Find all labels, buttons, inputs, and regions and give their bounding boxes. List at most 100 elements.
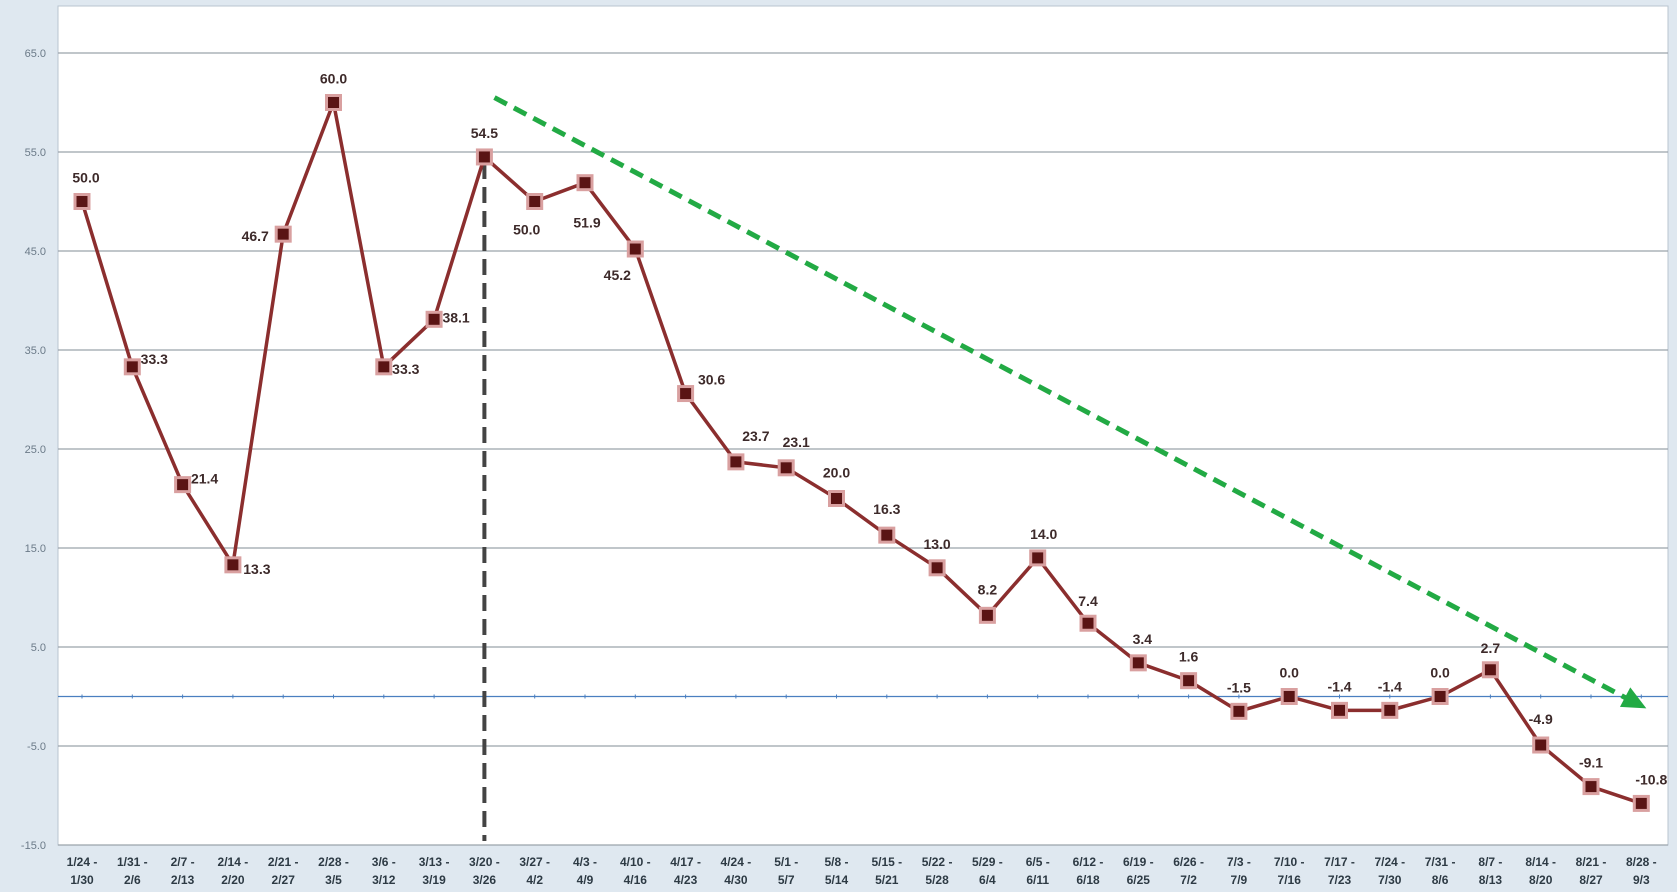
data-label: 60.0 (320, 71, 347, 87)
data-label: 46.7 (242, 228, 269, 244)
x-tick-label: 2/7 - (171, 855, 195, 869)
x-tick-label: 3/13 - (419, 855, 450, 869)
x-tick-label: 2/14 - (218, 855, 249, 869)
x-tick-label: 7/3 - (1227, 855, 1251, 869)
data-point (526, 193, 544, 210)
data-label: 21.4 (191, 471, 218, 487)
x-tick-label: 6/19 - (1123, 855, 1154, 869)
x-tick-label: 5/21 (875, 873, 899, 887)
y-tick-label: 65.0 (25, 48, 46, 60)
data-label: 54.5 (471, 125, 498, 141)
data-point (1381, 701, 1399, 719)
x-tick-label: 7/2 (1180, 873, 1197, 887)
x-tick-label: 2/13 (171, 873, 195, 887)
data-point (1029, 549, 1047, 567)
data-point (1632, 794, 1650, 812)
x-tick-label: 5/15 - (871, 855, 902, 869)
x-tick-label: 2/6 (124, 873, 141, 887)
x-tick-label: 3/20 - (469, 855, 500, 869)
x-tick-label: 3/5 (325, 873, 342, 887)
data-point (626, 240, 644, 258)
x-tick-label: 2/21 - (268, 855, 299, 869)
x-tick-label: 6/11 (1026, 873, 1049, 887)
data-point (978, 606, 996, 624)
y-tick-label: 55.0 (25, 147, 46, 159)
data-point (1079, 614, 1097, 632)
data-point (576, 174, 594, 192)
x-tick-label: 8/20 (1529, 873, 1553, 887)
x-tick-label: 8/13 (1479, 873, 1503, 887)
x-tick-label: 3/19 (422, 873, 446, 887)
x-tick-label: 4/9 (577, 873, 594, 887)
x-tick-label: 6/12 - (1073, 855, 1104, 869)
y-tick-label: -5.0 (27, 741, 46, 753)
x-tick-label: 2/28 - (318, 855, 349, 869)
data-label: -9.1 (1579, 755, 1603, 771)
x-tick-label: 7/10 - (1274, 855, 1305, 869)
data-label: 13.3 (243, 561, 270, 577)
data-label: 50.0 (72, 170, 99, 186)
data-point (123, 358, 141, 376)
x-tick-label: 4/2 (526, 873, 543, 887)
trend-arrow-head (1619, 687, 1647, 709)
x-tick-label: 4/10 - (620, 855, 651, 869)
y-tick-label: -15.0 (21, 840, 46, 852)
data-label: -1.4 (1378, 678, 1402, 694)
data-point (1129, 654, 1147, 672)
data-label: 3.4 (1133, 631, 1153, 647)
x-tick-label: 6/25 (1127, 873, 1151, 887)
data-label: 30.6 (698, 372, 725, 388)
data-point (475, 148, 493, 166)
data-point (878, 526, 896, 544)
x-tick-label: 6/4 (979, 873, 996, 887)
x-tick-label: 7/16 (1278, 873, 1302, 887)
x-tick-label: 4/16 (624, 873, 648, 887)
x-tick-label: 7/31 - (1425, 855, 1456, 869)
x-tick-label: 8/28 - (1626, 855, 1657, 869)
data-label: -1.4 (1327, 678, 1351, 694)
data-label: 0.0 (1279, 665, 1299, 681)
data-point (727, 453, 745, 471)
data-label: 2.7 (1481, 640, 1501, 656)
x-tick-label: 1/24 - (67, 855, 98, 869)
data-label: 51.9 (573, 215, 600, 231)
data-label: -4.9 (1529, 711, 1553, 727)
data-point (828, 490, 845, 507)
data-label: 38.1 (442, 309, 469, 325)
plot-area (57, 5, 1669, 846)
data-point (375, 358, 393, 376)
x-tick-label: 5/28 (925, 873, 949, 887)
x-tick-label: 5/22 - (922, 855, 953, 869)
x-tick-label: 8/6 (1432, 873, 1449, 887)
x-tick-label: 3/27 - (519, 855, 550, 869)
data-point (1331, 701, 1348, 719)
data-point (425, 310, 443, 328)
x-tick-label: 4/24 - (721, 855, 752, 869)
data-point (1582, 778, 1600, 796)
x-tick-label: 8/21 - (1576, 855, 1607, 869)
data-point (1431, 688, 1449, 705)
data-point (1180, 672, 1198, 690)
x-tick-label: 3/26 (473, 873, 497, 887)
x-tick-label: 8/27 (1579, 873, 1603, 887)
data-label: 14.0 (1030, 526, 1057, 542)
data-point (325, 94, 342, 111)
data-label: 20.0 (823, 465, 850, 481)
data-point (1230, 702, 1248, 720)
data-point (928, 559, 946, 577)
x-tick-label: 7/24 - (1374, 855, 1405, 869)
x-tick-label: 5/8 - (824, 855, 848, 869)
data-label: 1.6 (1179, 649, 1199, 665)
data-label: 8.2 (978, 581, 998, 597)
x-tick-label: 3/6 - (372, 855, 396, 869)
x-tick-label: 4/23 (674, 873, 698, 887)
x-tick-label: 5/7 (778, 873, 795, 887)
data-label: 50.0 (513, 222, 540, 238)
x-tick-label: 5/29 - (972, 855, 1003, 869)
data-label: 0.0 (1430, 665, 1450, 681)
x-tick-label: 7/17 - (1324, 855, 1355, 869)
x-tick-label: 9/3 (1633, 873, 1650, 887)
data-point (174, 476, 192, 494)
data-label: -1.5 (1227, 679, 1251, 695)
